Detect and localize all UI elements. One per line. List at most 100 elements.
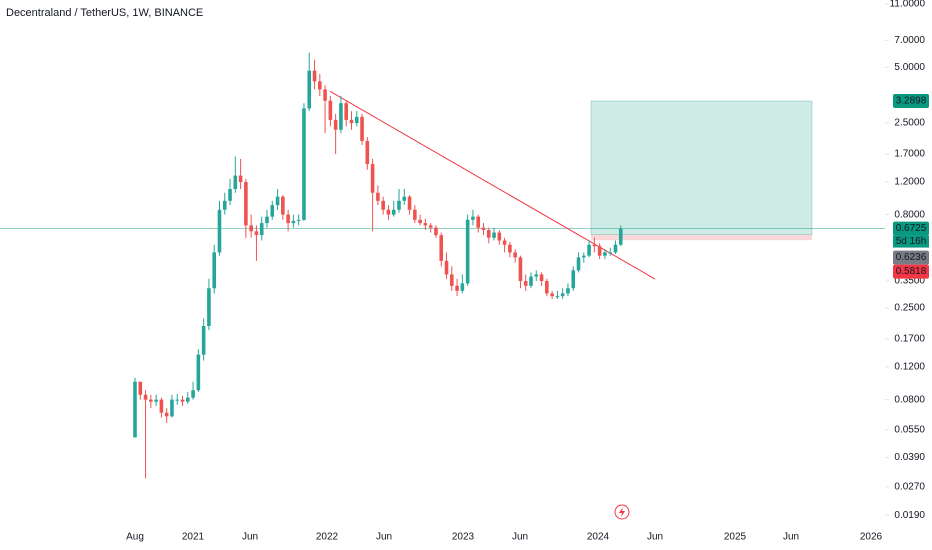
candle-body	[180, 399, 185, 402]
candle-body	[608, 252, 612, 254]
candle-body	[597, 246, 602, 256]
candle-body	[149, 399, 153, 402]
candle-body	[302, 108, 306, 220]
candle-body	[138, 381, 143, 395]
candle-body	[555, 296, 560, 298]
candle-body	[455, 285, 459, 291]
candle-body	[508, 244, 512, 253]
candle-body	[281, 196, 285, 215]
countdown-tag	[893, 235, 929, 248]
y-tick-label: 0.0390	[894, 452, 925, 463]
candle-body	[618, 228, 623, 245]
candle-body	[217, 209, 222, 253]
y-tick-label: 1.2000	[894, 177, 925, 188]
candle-body	[486, 230, 491, 238]
candle-body	[186, 397, 190, 402]
candle-body	[450, 274, 454, 286]
y-tick-label: 0.8000	[894, 209, 925, 220]
candle-body	[159, 399, 164, 413]
candle-body	[354, 116, 359, 124]
candle-body	[222, 200, 227, 210]
y-tick-label: 0.1700	[894, 334, 925, 345]
candle-body	[476, 216, 480, 228]
x-tick-label: 2026	[860, 532, 883, 543]
candle-body	[191, 390, 195, 398]
candle-body	[244, 182, 248, 226]
y-tick-label: 11.0000	[890, 0, 926, 10]
candle-body	[323, 89, 327, 101]
candle-body	[339, 103, 343, 130]
x-tick-label: 2021	[182, 532, 205, 543]
candle-body	[154, 399, 158, 402]
candle-body	[576, 257, 581, 271]
candle-body	[365, 140, 370, 165]
replay-icon[interactable]	[614, 504, 630, 520]
price-tag-label: 3.2898	[896, 96, 927, 107]
candle-body	[428, 225, 433, 228]
candle-body	[529, 276, 533, 286]
candle-body	[143, 394, 148, 400]
y-tick-label: 0.0190	[894, 510, 925, 521]
candle-body	[418, 219, 422, 224]
candle-body	[518, 257, 523, 282]
candle-body	[471, 216, 475, 220]
candle-body	[592, 244, 597, 247]
candle-body	[249, 225, 253, 232]
candle-body	[275, 196, 280, 206]
candle-body	[407, 196, 412, 210]
x-tick-label: 2024	[587, 532, 610, 543]
candle-body	[571, 270, 576, 289]
candle-body	[582, 255, 586, 258]
candle-body	[566, 288, 570, 294]
candle-body	[291, 220, 296, 224]
candle-body	[534, 274, 539, 277]
candle-body	[423, 223, 428, 226]
y-tick-label: 5.0000	[894, 62, 925, 73]
y-tick-label: 0.1200	[894, 362, 925, 373]
candle-body	[560, 293, 565, 297]
x-tick-label: Jun	[376, 532, 392, 543]
candle-body	[397, 200, 401, 210]
x-tick-label: 2022	[316, 532, 339, 543]
candle-body	[587, 244, 591, 256]
x-tick-label: Jun	[647, 532, 663, 543]
candle-body	[170, 399, 174, 417]
x-tick-label: 2023	[452, 532, 475, 543]
candle-body	[296, 219, 301, 221]
candle-body	[481, 227, 486, 231]
candle-body	[502, 240, 507, 245]
candle-body	[376, 192, 380, 201]
candle-body	[492, 232, 496, 238]
price-tag	[893, 264, 929, 279]
candle-body	[391, 209, 396, 215]
price-tag	[893, 93, 929, 108]
y-tick-label: 7.0000	[894, 35, 925, 46]
candle-body	[497, 232, 502, 241]
candle-body	[386, 209, 391, 215]
candle-body	[270, 205, 275, 217]
candle-body	[349, 119, 354, 124]
candle-body	[254, 231, 259, 236]
candle-body	[212, 252, 216, 289]
candle-body	[370, 164, 375, 193]
candle-body	[439, 235, 444, 261]
candle-body	[444, 260, 449, 275]
candle-body	[333, 119, 338, 130]
stop-zone	[591, 234, 812, 241]
x-tick-label: Jun	[783, 532, 799, 543]
candle-body	[228, 189, 232, 201]
candle-body	[381, 200, 385, 210]
candle-body	[539, 274, 544, 282]
chart-title: Decentraland / TetherUS, 1W, BINANCE	[6, 7, 203, 19]
y-tick-label: 1.7000	[894, 149, 925, 160]
candle-body	[402, 196, 407, 201]
candle-body	[550, 293, 554, 297]
price-tag	[893, 221, 929, 236]
candle-body	[360, 116, 364, 141]
candle-body	[286, 214, 290, 224]
candle-body	[460, 283, 465, 291]
x-tick-label: Aug	[126, 532, 144, 543]
candle-body	[344, 103, 348, 120]
candle-body	[545, 281, 549, 294]
candle-body	[265, 216, 269, 224]
